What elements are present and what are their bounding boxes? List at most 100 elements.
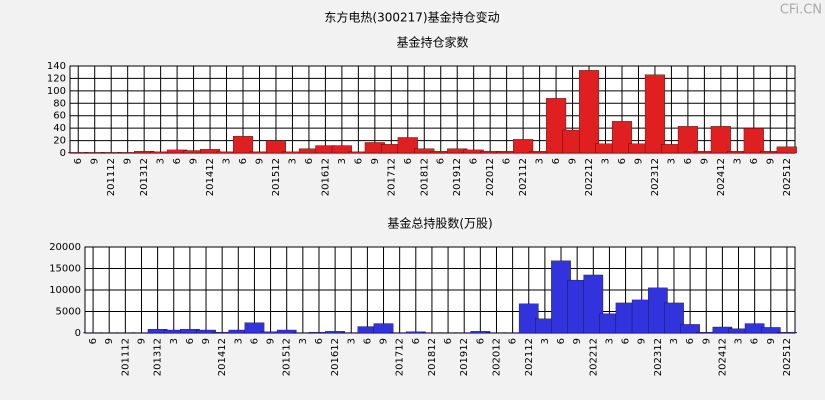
- watermark: CFi.CN: [780, 3, 822, 18]
- bar: [513, 139, 534, 154]
- bar: [680, 324, 700, 334]
- x-tick-label: 9: [633, 158, 644, 164]
- x-tick-label: 201612: [330, 338, 341, 376]
- x-tick-label: 6: [551, 158, 562, 164]
- y-tick-label: 0: [60, 148, 66, 159]
- bar: [611, 121, 633, 154]
- y-tick-label: 15000: [49, 264, 81, 275]
- x-tick-label: 9: [136, 338, 147, 344]
- x-tick-label: 6: [411, 338, 422, 344]
- y-tick-label: 10000: [49, 285, 81, 296]
- bar: [777, 331, 797, 334]
- bar: [578, 70, 600, 154]
- bar: [583, 274, 604, 334]
- bar: [196, 329, 216, 334]
- x-tick-label: 6: [185, 338, 196, 344]
- bar: [244, 322, 265, 334]
- y-tick-label: 120: [47, 73, 66, 84]
- x-tick-label: 3: [734, 338, 745, 344]
- x-tick-label: 3: [540, 338, 551, 344]
- x-tick-label: 9: [699, 158, 710, 164]
- x-tick-label: 3: [666, 158, 677, 164]
- x-tick-label: 3: [222, 158, 233, 164]
- x-tick-label: 6: [469, 158, 480, 164]
- x-tick-label: 202512: [782, 158, 793, 196]
- x-tick-label: 202512: [782, 338, 793, 376]
- x-tick-label: 9: [572, 338, 583, 344]
- bar: [776, 146, 797, 154]
- x-tick-label: 6: [621, 338, 632, 344]
- x-tick-label: 202212: [588, 338, 599, 376]
- bar: [664, 302, 684, 334]
- bar: [743, 127, 764, 154]
- x-tick-label: 6: [749, 158, 760, 164]
- x-tick-label: 9: [568, 158, 579, 164]
- x-tick-label: 202312: [650, 158, 661, 196]
- bar: [232, 136, 254, 154]
- y-tick-label: 140: [47, 61, 66, 72]
- y-tick-label: 60: [53, 111, 66, 122]
- x-tick-label: 9: [201, 338, 212, 344]
- x-tick-label: 6: [353, 158, 364, 164]
- x-tick-label: 6: [88, 338, 99, 344]
- x-tick-label: 201412: [217, 338, 228, 376]
- x-tick-label: 6: [304, 158, 315, 164]
- x-tick-label: 6: [475, 338, 486, 344]
- x-tick-label: 9: [90, 158, 101, 164]
- x-tick-label: 9: [370, 158, 381, 164]
- x-tick-label: 202012: [485, 158, 496, 196]
- x-tick-label: 6: [556, 338, 567, 344]
- x-tick-label: 9: [637, 338, 648, 344]
- y-tick-label: 40: [53, 123, 66, 134]
- x-tick-label: 6: [238, 158, 249, 164]
- x-tick-label: 6: [249, 338, 260, 344]
- x-tick-label: 6: [750, 338, 761, 344]
- bar: [760, 327, 781, 334]
- x-tick-label: 3: [601, 158, 612, 164]
- x-tick-label: 6: [443, 338, 454, 344]
- x-tick-label: 3: [287, 158, 298, 164]
- x-tick-label: 3: [669, 338, 680, 344]
- bar: [325, 331, 345, 334]
- x-tick-label: 6: [436, 158, 447, 164]
- bar: [397, 137, 418, 154]
- x-tick-label: 9: [254, 158, 265, 164]
- x-tick-label: 6: [502, 158, 513, 164]
- x-tick-label: 201112: [120, 338, 131, 376]
- x-tick-label: 3: [169, 338, 180, 344]
- x-tick-label: 6: [617, 158, 628, 164]
- y-tick-label: 80: [53, 98, 66, 109]
- y-tick-label: 0: [75, 328, 81, 339]
- x-tick-label: 9: [123, 158, 134, 164]
- x-tick-label: 202012: [491, 338, 502, 376]
- x-tick-label: 202312: [653, 338, 664, 376]
- x-tick-label: 201712: [395, 338, 406, 376]
- x-tick-label: 9: [189, 158, 200, 164]
- x-tick-label: 201312: [153, 338, 164, 376]
- chart-title: 基金持仓家数: [396, 35, 468, 50]
- x-tick-label: 6: [73, 158, 84, 164]
- x-tick-label: 3: [298, 338, 309, 344]
- chart-title: 基金总持股数(万股): [387, 216, 492, 231]
- bar: [200, 149, 221, 154]
- bar: [405, 331, 426, 334]
- x-tick-label: 202112: [524, 338, 535, 376]
- x-tick-label: 202212: [584, 158, 595, 196]
- x-tick-label: 3: [156, 158, 167, 164]
- x-tick-label: 201712: [386, 158, 397, 196]
- x-tick-label: 3: [732, 158, 743, 164]
- x-tick-label: 201912: [459, 338, 470, 376]
- x-tick-label: 201812: [427, 338, 438, 376]
- x-tick-label: 202112: [518, 158, 529, 196]
- x-tick-label: 201412: [205, 158, 216, 196]
- x-tick-label: 6: [314, 338, 325, 344]
- x-tick-label: 9: [104, 338, 115, 344]
- plot-area: [69, 65, 796, 154]
- x-tick-label: 3: [337, 158, 348, 164]
- bar: [265, 140, 287, 154]
- x-tick-label: 201112: [106, 158, 117, 196]
- bar: [414, 148, 435, 154]
- x-tick-label: 201512: [282, 338, 293, 376]
- bar: [373, 323, 394, 334]
